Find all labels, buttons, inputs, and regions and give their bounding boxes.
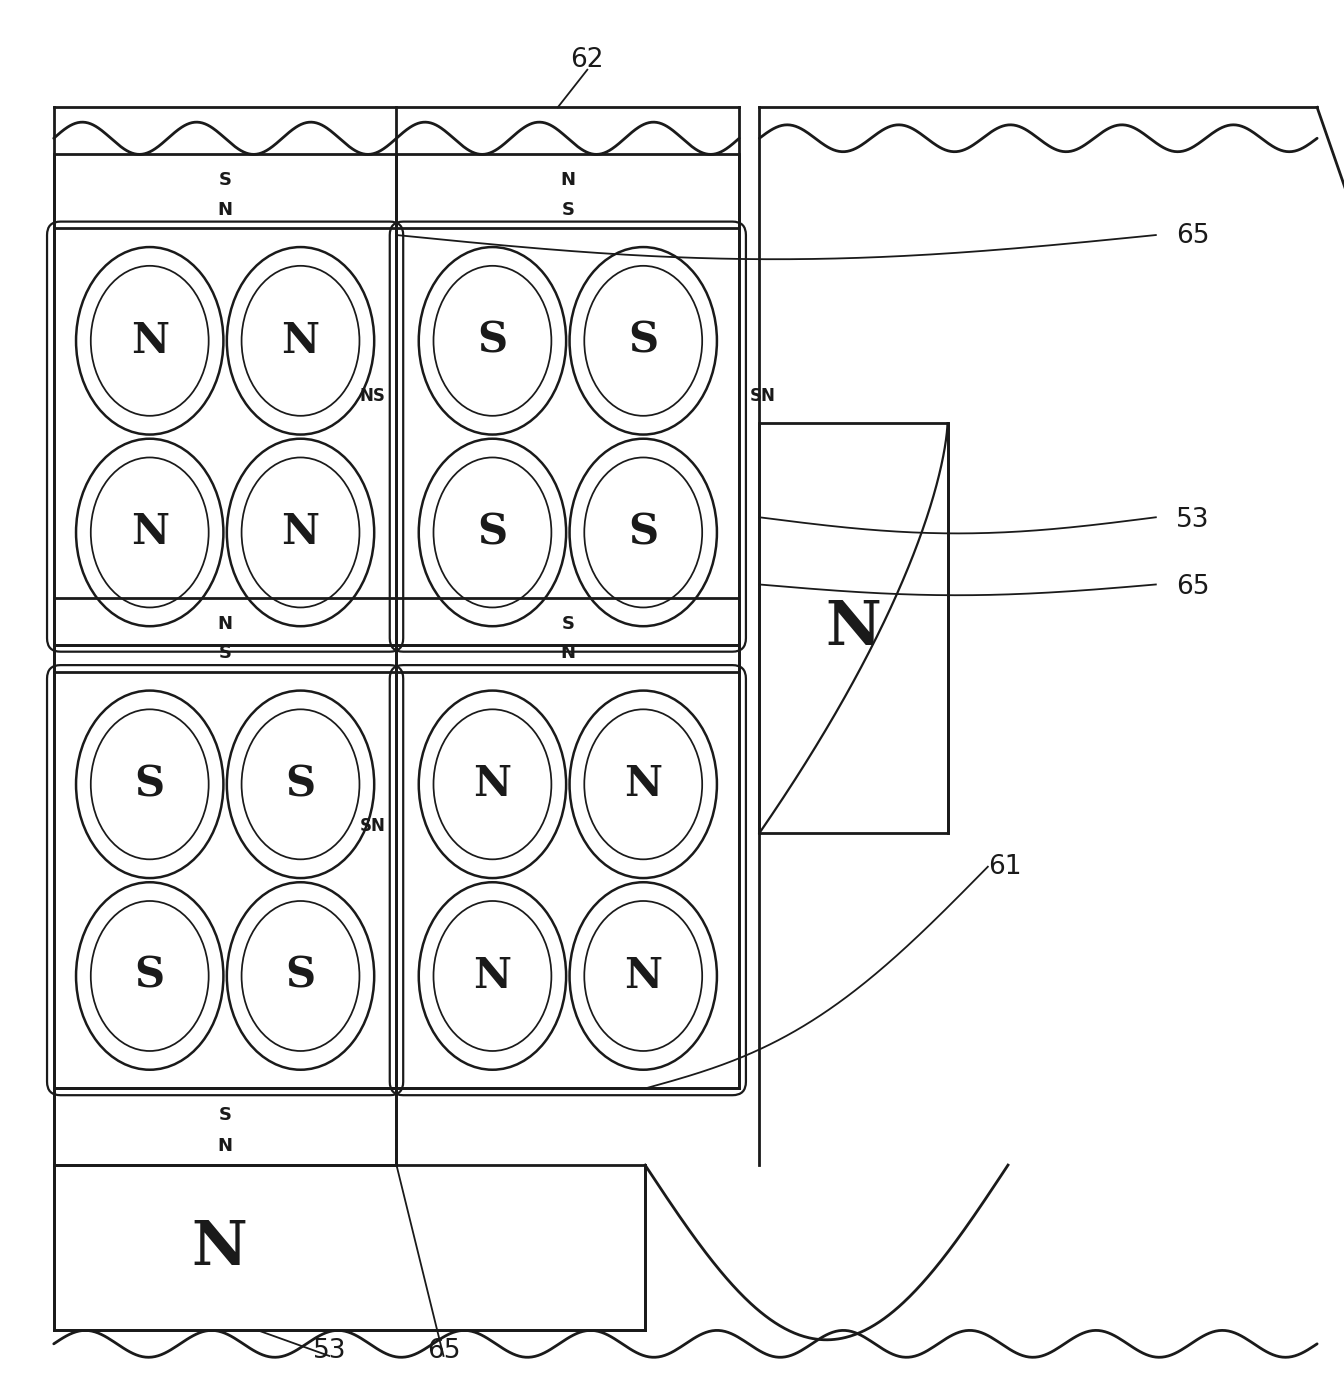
Bar (54, 155, 396, 645)
Text: N: N (560, 645, 575, 663)
Text: S: S (134, 764, 165, 805)
Bar (54, 1165, 645, 1330)
Text: NS: NS (360, 388, 386, 406)
Text: S: S (285, 955, 316, 996)
Text: S: S (628, 512, 659, 554)
Text: N: N (281, 320, 320, 361)
Text: 53: 53 (313, 1338, 345, 1365)
Text: S: S (628, 320, 659, 361)
Text: N: N (218, 1136, 233, 1154)
Text: S: S (219, 645, 231, 663)
Text: N: N (473, 764, 512, 805)
Text: S: S (477, 320, 508, 361)
Text: N: N (130, 512, 169, 554)
Bar (396, 598, 739, 1088)
Text: N: N (624, 955, 663, 996)
Text: N: N (473, 955, 512, 996)
Text: S: S (219, 1106, 231, 1124)
Text: N: N (191, 1218, 247, 1277)
Text: 61: 61 (988, 854, 1021, 880)
Bar (396, 155, 739, 645)
Bar (759, 424, 948, 833)
Text: N: N (130, 320, 169, 361)
Text: S: S (562, 614, 574, 632)
Text: SN: SN (750, 388, 775, 406)
Text: 53: 53 (1176, 507, 1210, 533)
Text: S: S (134, 955, 165, 996)
Text: N: N (218, 614, 233, 632)
Text: 65: 65 (1176, 223, 1210, 249)
Text: N: N (624, 764, 663, 805)
Text: S: S (562, 201, 574, 219)
Text: SN: SN (360, 818, 386, 836)
Bar (54, 1088, 396, 1165)
Bar (54, 598, 396, 1088)
Text: 62: 62 (571, 47, 603, 73)
Text: S: S (285, 764, 316, 805)
Text: N: N (218, 201, 233, 219)
Text: N: N (825, 598, 882, 659)
Text: N: N (281, 512, 320, 554)
Text: S: S (477, 512, 508, 554)
Text: S: S (219, 172, 231, 190)
Text: N: N (560, 172, 575, 190)
Text: 65: 65 (427, 1338, 460, 1365)
Text: 65: 65 (1176, 574, 1210, 601)
